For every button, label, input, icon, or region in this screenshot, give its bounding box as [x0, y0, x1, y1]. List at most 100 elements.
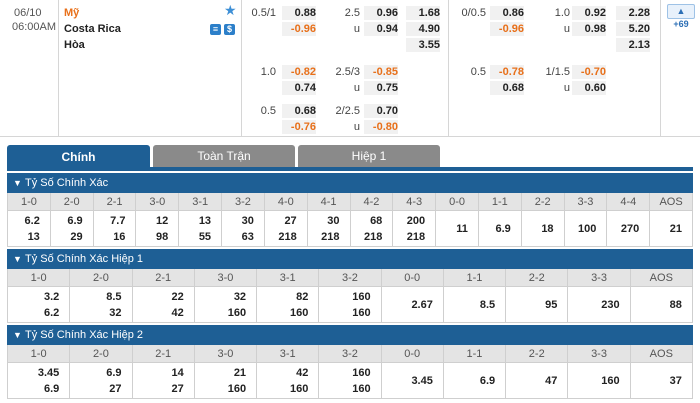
score-odds-cell[interactable]: 270	[607, 211, 650, 247]
odds-value[interactable]: 6.9	[67, 215, 83, 227]
odds-value[interactable]: 27	[109, 383, 122, 395]
odds-value[interactable]: 4.90	[406, 22, 440, 36]
odds-value[interactable]: 3.55	[406, 38, 440, 52]
score-odds-cell[interactable]: 30 63	[222, 211, 264, 247]
odds-value[interactable]: 218	[321, 231, 340, 243]
score-odds-cell[interactable]: 160	[568, 363, 630, 399]
score-odds-cell[interactable]: 3.45 6.9	[8, 363, 70, 399]
section-header[interactable]: ▼ Tỷ Số Chính Xác	[7, 173, 693, 193]
odds-value[interactable]: 6.9	[495, 223, 511, 235]
score-odds-cell[interactable]: 8.5 32	[70, 287, 132, 323]
odds-value[interactable]: 98	[156, 231, 169, 243]
odds-value[interactable]: 8.5	[106, 291, 122, 303]
more-markets-button[interactable]: ▲ +69	[667, 4, 695, 29]
odds-value[interactable]: 6.9	[479, 375, 496, 387]
odds-value[interactable]: 3.45	[411, 375, 433, 387]
odds-value[interactable]: 0.75	[364, 81, 398, 95]
score-odds-cell[interactable]: 32 160	[194, 287, 257, 323]
odds-value[interactable]: -0.76	[282, 120, 316, 134]
odds-value[interactable]: 32	[109, 307, 122, 319]
score-odds-cell[interactable]: 68 218	[350, 211, 393, 247]
odds-value[interactable]: 3.45	[37, 367, 60, 379]
odds-value[interactable]: 160	[352, 367, 371, 379]
odds-value[interactable]: 6.2	[43, 307, 60, 319]
score-odds-cell[interactable]: 7.7 16	[93, 211, 136, 247]
collapse-icon[interactable]: ▼	[13, 254, 22, 264]
score-odds-cell[interactable]: 2.67	[381, 287, 443, 323]
score-odds-cell[interactable]: 37	[630, 363, 692, 399]
odds-value[interactable]: 218	[278, 231, 297, 243]
odds-value[interactable]: 270	[620, 223, 640, 235]
odds-value[interactable]: 0.70	[364, 104, 398, 118]
odds-value[interactable]: 0.60	[572, 81, 606, 95]
odds-value[interactable]: 32	[233, 291, 247, 303]
score-odds-cell[interactable]: 95	[506, 287, 568, 323]
odds-value[interactable]: -0.70	[572, 65, 606, 79]
odds-value[interactable]: 8.5	[479, 299, 496, 311]
score-odds-cell[interactable]: 230	[568, 287, 630, 323]
odds-value[interactable]: 11	[456, 223, 468, 235]
odds-value[interactable]: -0.82	[282, 65, 316, 79]
score-odds-cell[interactable]: 13 55	[179, 211, 222, 247]
odds-value[interactable]: 7.7	[110, 215, 126, 227]
odds-value[interactable]: 230	[601, 299, 620, 311]
odds-value[interactable]: 12	[156, 215, 169, 227]
score-odds-cell[interactable]: 22 42	[132, 287, 194, 323]
dollar-icon[interactable]: $	[224, 22, 235, 36]
odds-value[interactable]: 14	[171, 367, 184, 379]
odds-value[interactable]: -0.96	[282, 22, 316, 36]
stats-icon[interactable]: ≡	[210, 22, 221, 36]
odds-value[interactable]: 55	[198, 231, 212, 243]
odds-value[interactable]: 47	[545, 375, 558, 387]
odds-value[interactable]: 30	[327, 215, 340, 227]
odds-value[interactable]: 218	[406, 231, 426, 243]
score-odds-cell[interactable]: 3.2 6.2	[8, 287, 70, 323]
odds-value[interactable]: 1.68	[406, 6, 440, 20]
odds-value[interactable]: -0.78	[490, 65, 524, 79]
odds-value[interactable]: 21	[669, 223, 682, 235]
score-odds-cell[interactable]: 82 160	[257, 287, 319, 323]
score-odds-cell[interactable]: 100	[564, 211, 607, 247]
score-odds-cell[interactable]: 6.2 13	[8, 211, 50, 247]
odds-value[interactable]: 160	[352, 291, 371, 303]
odds-value[interactable]: 63	[241, 231, 254, 243]
odds-value[interactable]: 0.98	[572, 22, 606, 36]
score-odds-cell[interactable]: 27 218	[264, 211, 307, 247]
odds-value[interactable]: 18	[541, 223, 554, 235]
odds-value[interactable]: 160	[352, 307, 371, 319]
odds-value[interactable]: 0.68	[490, 81, 524, 95]
odds-value[interactable]: 0.94	[364, 22, 398, 36]
collapse-icon[interactable]: ▼	[13, 178, 22, 188]
odds-value[interactable]: -0.85	[364, 65, 398, 79]
tab-full-match[interactable]: Toàn Trận	[153, 145, 295, 167]
odds-value[interactable]: 2.28	[616, 6, 650, 20]
odds-value[interactable]: 160	[227, 383, 247, 395]
odds-value[interactable]: 2.13	[616, 38, 650, 52]
odds-value[interactable]: 0.74	[282, 81, 316, 95]
odds-value[interactable]: 88	[669, 299, 682, 311]
odds-value[interactable]: 200	[406, 215, 426, 227]
section-header[interactable]: ▼ Tỷ Số Chính Xác Hiệp 1	[7, 249, 693, 269]
odds-value[interactable]: 68	[370, 215, 383, 227]
odds-value[interactable]: 30	[241, 215, 254, 227]
tab-first-half[interactable]: Hiệp 1	[298, 145, 440, 167]
score-odds-cell[interactable]: 21	[650, 211, 692, 247]
odds-value[interactable]: 5.20	[616, 22, 650, 36]
collapse-icon[interactable]: ▼	[13, 330, 22, 340]
odds-value[interactable]: -0.96	[490, 22, 524, 36]
odds-value[interactable]: 16	[113, 231, 126, 243]
score-odds-cell[interactable]: 21 160	[194, 363, 257, 399]
odds-value[interactable]: 13	[198, 215, 212, 227]
odds-value[interactable]: 21	[233, 367, 247, 379]
score-odds-cell[interactable]: 11	[436, 211, 478, 247]
odds-value[interactable]: 160	[227, 307, 247, 319]
odds-value[interactable]: 22	[171, 291, 184, 303]
odds-value[interactable]: 6.2	[24, 215, 40, 227]
odds-value[interactable]: 42	[296, 367, 309, 379]
odds-value[interactable]: 29	[70, 231, 83, 243]
score-odds-cell[interactable]: 6.9 27	[70, 363, 132, 399]
home-team[interactable]: Mỹ	[64, 7, 80, 19]
odds-value[interactable]: 6.9	[106, 367, 122, 379]
odds-value[interactable]: 82	[296, 291, 309, 303]
odds-value[interactable]: 218	[363, 231, 383, 243]
